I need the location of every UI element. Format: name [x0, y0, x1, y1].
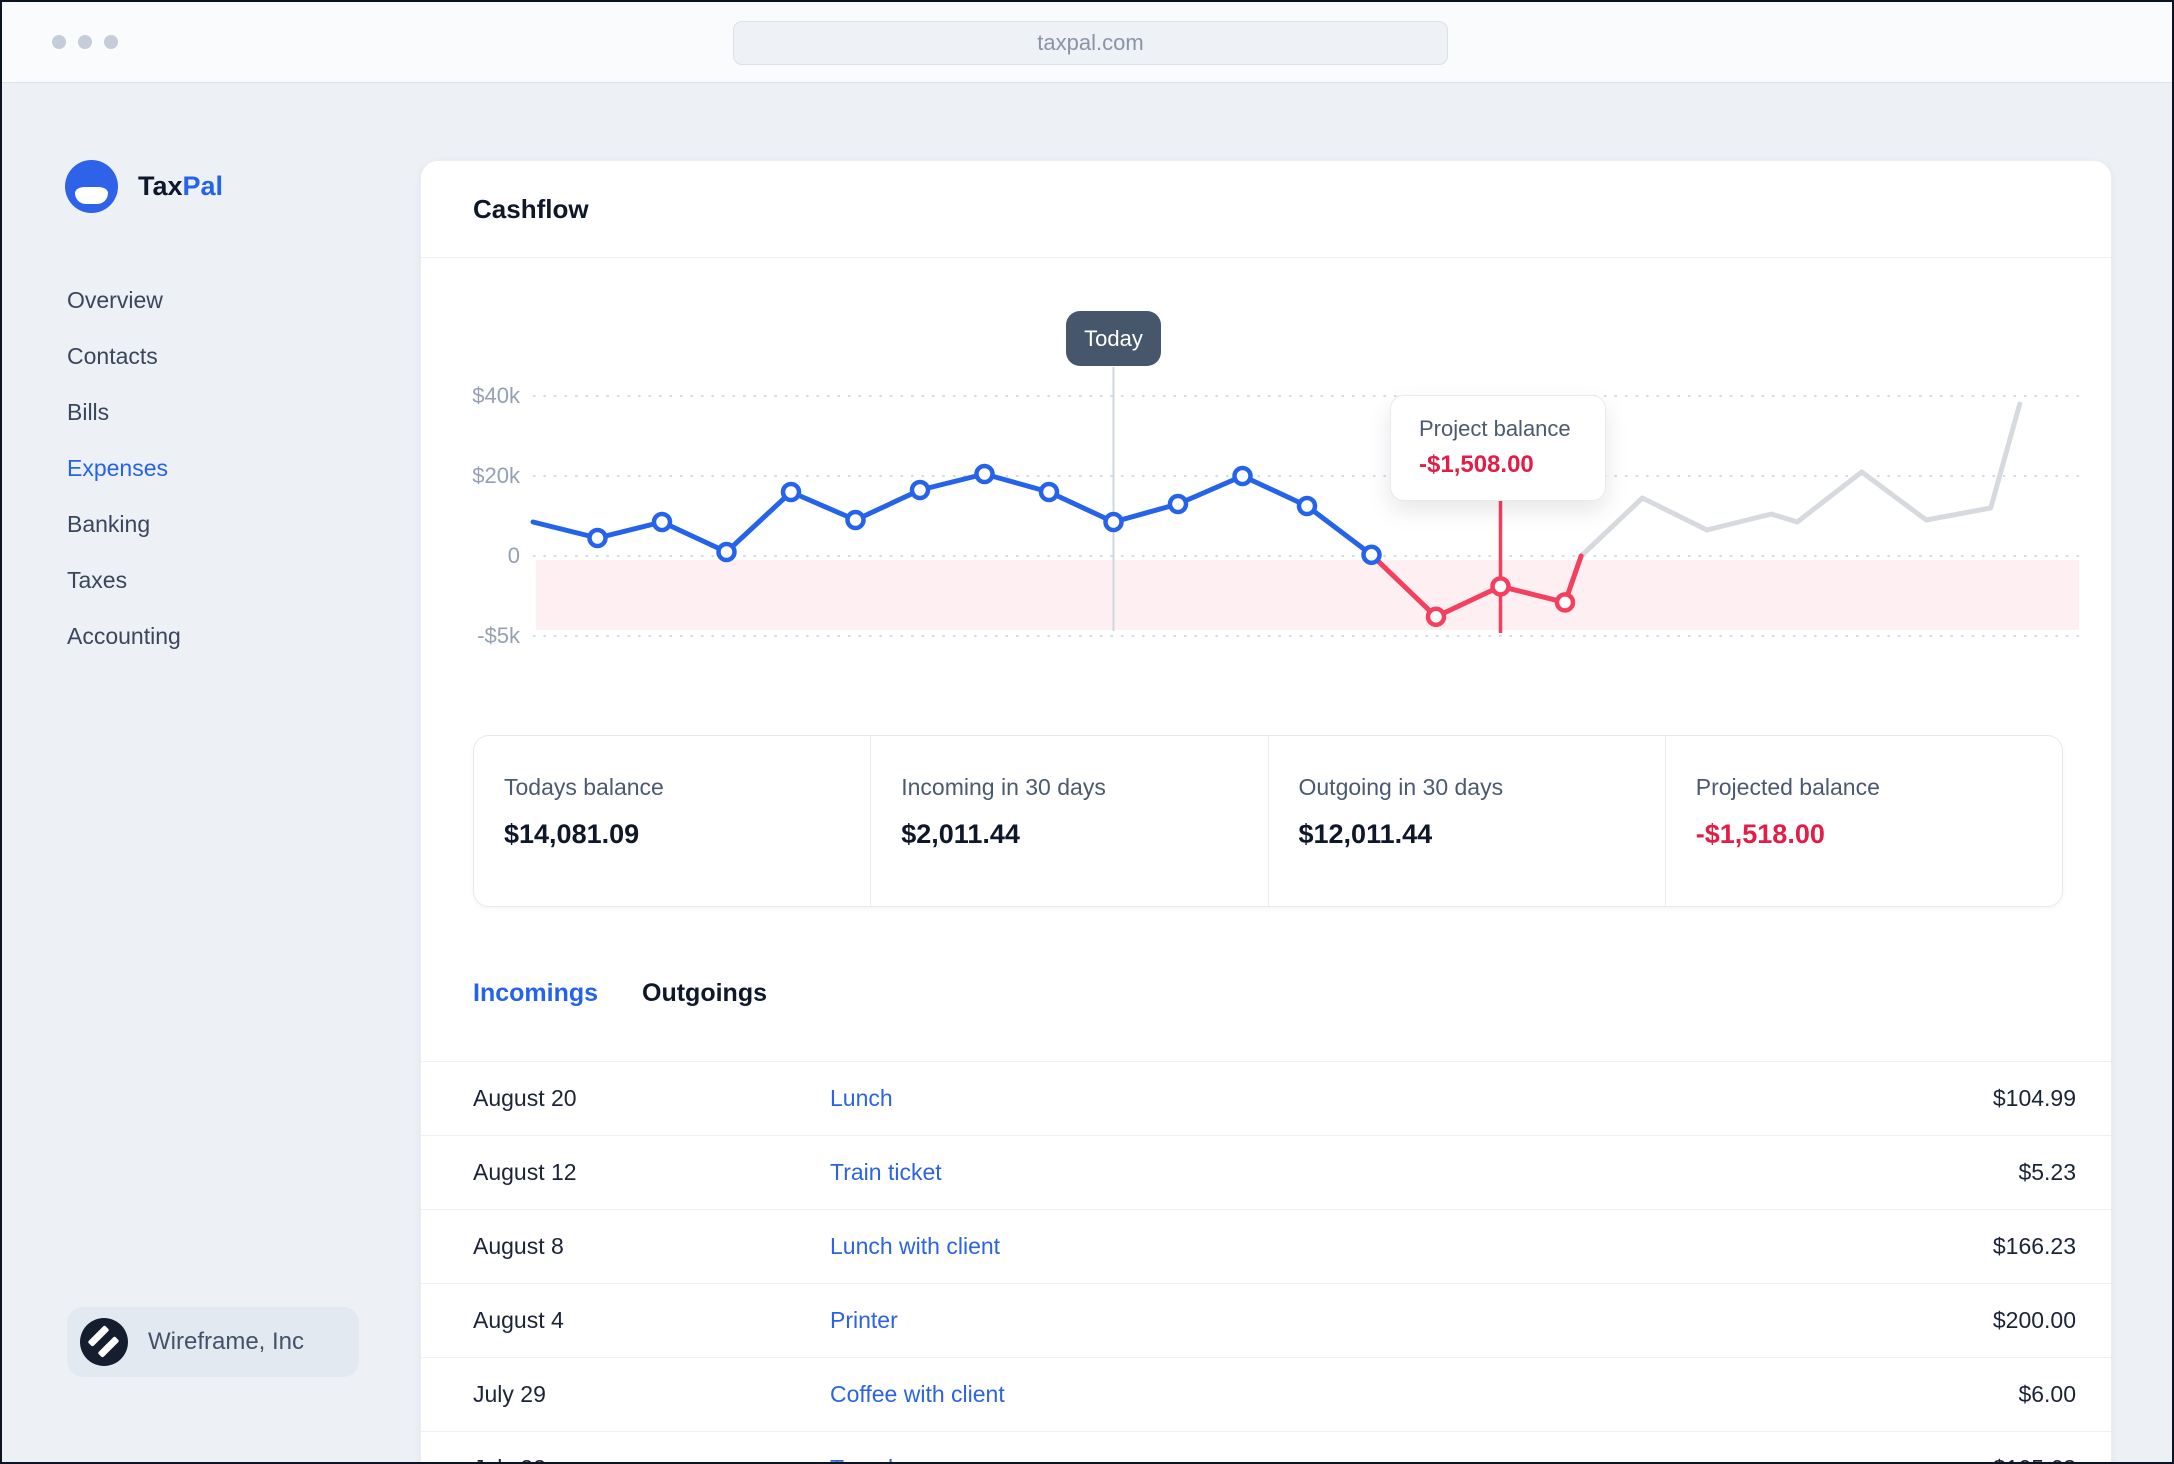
- brand[interactable]: TaxPal: [65, 160, 223, 213]
- tab-incomings[interactable]: Incomings: [473, 979, 599, 1007]
- sidebar-item-banking[interactable]: Banking: [67, 510, 151, 537]
- url-text: taxpal.com: [1037, 30, 1144, 55]
- transaction-amount: $166.23: [1992, 1233, 2076, 1259]
- transaction-link[interactable]: Coffee with client: [830, 1381, 1005, 1407]
- sidebar-item-accounting[interactable]: Accounting: [67, 622, 181, 649]
- transaction-date: August 12: [473, 1159, 577, 1185]
- company-switcher[interactable]: Wireframe, Inc: [67, 1307, 359, 1377]
- company-logo-icon: [80, 1318, 128, 1366]
- transaction-date: August 20: [473, 1085, 577, 1111]
- stat-outgoing-30-days: Outgoing in 30 days $12,011.44: [1267, 736, 1665, 906]
- transaction-amount: $105.63: [1993, 1455, 2076, 1462]
- stat-todays-balance: Todays balance $14,081.09: [504, 774, 664, 849]
- brand-name: TaxPal: [138, 171, 224, 201]
- page-title: Cashflow: [473, 193, 589, 224]
- sidebar-item-expenses[interactable]: Expenses: [67, 454, 169, 481]
- y-tick-0: 0: [507, 543, 520, 568]
- table-row: August 4 Printer $200.00: [421, 1283, 2111, 1357]
- today-marker: Today: [1066, 311, 1161, 366]
- window-minimize-icon[interactable]: [78, 35, 92, 49]
- transaction-link[interactable]: Lunch with client: [830, 1233, 1001, 1259]
- transactions-table: August 20 Lunch $104.99 August 12 Train …: [421, 1061, 2111, 1462]
- table-row: August 20 Lunch $104.99: [421, 1061, 2111, 1135]
- table-row: August 12 Train ticket $5.23: [421, 1135, 2111, 1209]
- chart-tooltip: Project balance -$1,508.00: [1390, 395, 1606, 501]
- transaction-date: July 22: [473, 1455, 546, 1462]
- url-bar[interactable]: taxpal.com: [733, 21, 1448, 65]
- tooltip-label: Project balance: [1419, 416, 1571, 441]
- transaction-date: July 29: [473, 1381, 546, 1407]
- sidebar-nav: Overview Contacts Bills Expenses Banking…: [67, 272, 181, 664]
- browser-topbar: taxpal.com: [2, 2, 2172, 83]
- tab-outgoings[interactable]: Outgoings: [642, 979, 767, 1007]
- transaction-link[interactable]: Train ticket: [830, 1159, 942, 1185]
- transaction-amount: $104.99: [1992, 1085, 2076, 1111]
- stat-projected-balance: Projected balance -$1,518.00: [1664, 736, 2062, 906]
- transaction-date: August 8: [473, 1233, 564, 1259]
- transaction-amount: $5.23: [2018, 1159, 2076, 1185]
- window-controls[interactable]: [52, 35, 118, 49]
- y-tick-40k: $40k: [472, 383, 520, 408]
- summary-stats: Todays balance $14,081.09 Incoming in 30…: [473, 735, 2063, 907]
- company-name: Wireframe, Inc: [148, 1328, 305, 1355]
- transaction-link[interactable]: Printer: [830, 1307, 898, 1333]
- sidebar-item-bills[interactable]: Bills: [67, 398, 110, 425]
- tooltip-value: -$1,508.00: [1419, 451, 1534, 478]
- table-row: August 8 Lunch with client $166.23: [421, 1209, 2111, 1283]
- transaction-amount: $200.00: [1992, 1307, 2076, 1333]
- transaction-amount: $6.00: [2018, 1381, 2076, 1407]
- window-close-icon[interactable]: [52, 35, 66, 49]
- table-row: July 29 Coffee with client $6.00: [421, 1357, 2111, 1431]
- table-row: July 22 Travel $105.63: [421, 1431, 2111, 1462]
- cashflow-chart[interactable]: [530, 367, 2079, 653]
- sidebar-item-taxes[interactable]: Taxes: [67, 566, 128, 593]
- panel-header: Cashflow: [421, 161, 2111, 258]
- y-tick-20k: $20k: [472, 463, 520, 488]
- cashflow-panel: Cashflow $40k $20k 0 -$5k Today Project …: [420, 160, 2112, 1462]
- transaction-link[interactable]: Lunch: [830, 1085, 893, 1111]
- transaction-date: August 4: [473, 1307, 564, 1333]
- taxpal-logo-icon: [65, 160, 118, 213]
- transactions-tabs: Incomings Outgoings: [473, 979, 767, 1008]
- sidebar-item-overview[interactable]: Overview: [67, 286, 163, 313]
- transaction-link[interactable]: Travel: [830, 1455, 893, 1462]
- stat-incoming-30-days: Incoming in 30 days $2,011.44: [870, 736, 1267, 906]
- sidebar-item-contacts[interactable]: Contacts: [67, 342, 158, 369]
- window-maximize-icon[interactable]: [104, 35, 118, 49]
- y-tick-neg5k: -$5k: [477, 623, 520, 648]
